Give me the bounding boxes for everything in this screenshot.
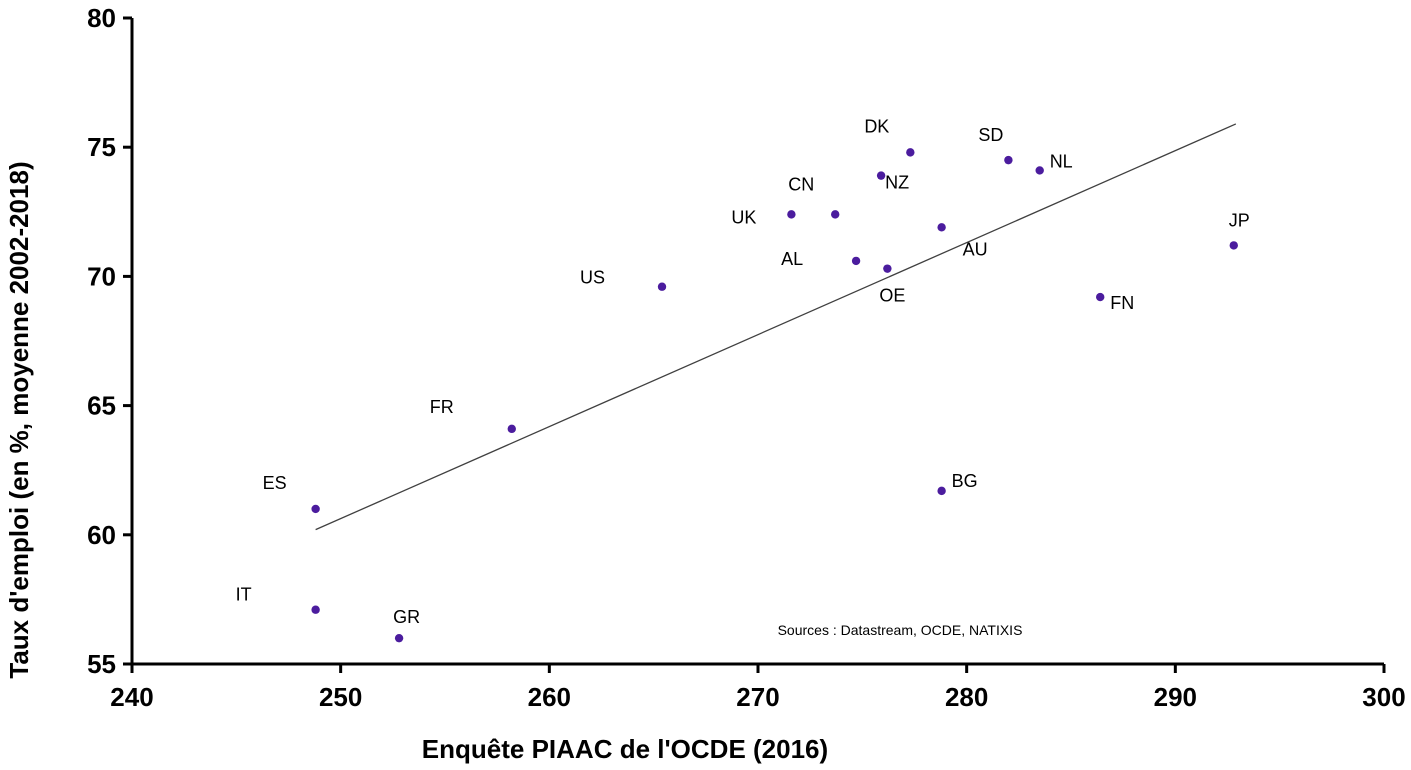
x-tick-label: 240 bbox=[110, 682, 153, 712]
x-tick-label: 280 bbox=[945, 682, 988, 712]
y-tick-label: 65 bbox=[87, 391, 116, 421]
y-tick-label: 55 bbox=[87, 649, 116, 679]
data-point-es bbox=[311, 504, 320, 514]
data-point-nz bbox=[876, 171, 886, 180]
x-tick-label: 250 bbox=[319, 682, 362, 712]
point-label-fr: FR bbox=[430, 397, 454, 417]
point-label-it: IT bbox=[236, 585, 252, 605]
data-points bbox=[311, 148, 1238, 643]
data-point-dk bbox=[906, 148, 915, 157]
point-label-es: ES bbox=[263, 473, 287, 493]
x-tick-label: 290 bbox=[1154, 682, 1197, 712]
axes: 55 60 65 70 75 80 240 250 260 270 280 290 300 bbox=[87, 3, 1406, 712]
x-tick-label: 270 bbox=[736, 682, 779, 712]
data-point-us bbox=[657, 282, 667, 291]
point-label-fn: FN bbox=[1110, 293, 1134, 313]
x-tick-label: 260 bbox=[528, 682, 571, 712]
data-point-nl bbox=[1035, 166, 1044, 175]
point-label-jp: JP bbox=[1229, 210, 1250, 230]
x-axis-title: Enquête PIAAC de l'OCDE (2016) bbox=[422, 734, 828, 764]
point-label-dk: DK bbox=[864, 116, 889, 136]
y-axis-title: Taux d'emploi (en %, moyenne 2002-2018) bbox=[4, 161, 34, 678]
data-point-al bbox=[851, 256, 861, 266]
data-point-uk bbox=[787, 210, 796, 219]
point-label-nl: NL bbox=[1050, 151, 1073, 171]
trendline bbox=[315, 123, 1237, 531]
data-point-jp bbox=[1229, 241, 1238, 250]
y-tick-label: 75 bbox=[87, 132, 116, 162]
data-point-au bbox=[937, 223, 946, 232]
point-label-us: US bbox=[580, 268, 605, 288]
point-label-au: AU bbox=[963, 239, 988, 259]
data-point-it bbox=[311, 605, 320, 614]
point-label-uk: UK bbox=[731, 207, 756, 227]
data-point-cn bbox=[831, 210, 840, 219]
y-tick-label: 80 bbox=[87, 3, 116, 33]
data-point-bg bbox=[937, 486, 946, 496]
data-point-gr bbox=[394, 633, 404, 643]
data-point-oe bbox=[883, 264, 892, 273]
data-point-sd bbox=[1004, 155, 1013, 165]
data-point-fn bbox=[1096, 292, 1105, 302]
point-label-gr: GR bbox=[393, 607, 420, 627]
source-annotation: Sources : Datastream, OCDE, NATIXIS bbox=[778, 622, 1023, 638]
point-label-cn: CN bbox=[788, 174, 814, 194]
data-point-fr bbox=[507, 424, 516, 434]
y-tick-label: 60 bbox=[87, 520, 116, 550]
point-labels: IT ES GR FR US UK CN AL NZ OE DK AU BG SD NL FN JP bbox=[236, 116, 1250, 627]
point-label-al: AL bbox=[781, 249, 803, 269]
y-tick-label: 70 bbox=[87, 261, 116, 291]
point-label-nz: NZ bbox=[885, 173, 909, 193]
point-label-oe: OE bbox=[879, 286, 905, 306]
x-tick-label: 300 bbox=[1362, 682, 1405, 712]
point-label-bg: BG bbox=[952, 471, 978, 491]
trendline-group bbox=[315, 123, 1237, 531]
point-label-sd: SD bbox=[978, 125, 1003, 145]
